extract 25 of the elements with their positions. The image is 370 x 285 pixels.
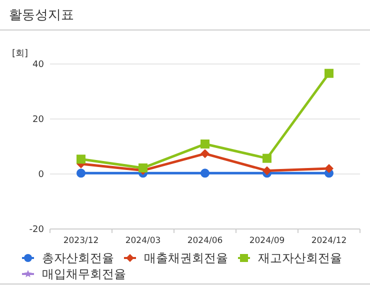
point xyxy=(200,149,210,158)
legend-label: 매출채권회전율 xyxy=(144,251,228,265)
y-tick-label: 20 xyxy=(32,115,44,125)
point xyxy=(200,168,210,178)
x-tick-label: 2024/06 xyxy=(187,236,223,246)
point xyxy=(324,68,334,78)
legend-label: 총자산회전율 xyxy=(42,251,114,265)
legend-label: 재고자산회전율 xyxy=(258,251,342,265)
legend-label: 매입채무회전율 xyxy=(42,267,126,281)
point xyxy=(200,140,210,149)
y-axis-title: [회] xyxy=(12,49,28,59)
x-tick-label: 2024/09 xyxy=(249,236,285,246)
x-tick-label: 2024/03 xyxy=(125,236,161,246)
point xyxy=(324,164,334,173)
point xyxy=(262,154,272,163)
point xyxy=(76,154,86,164)
x-tick-label: 2024/12 xyxy=(311,236,347,246)
y-tick-label: 40 xyxy=(32,60,44,70)
y-tick-label: -20 xyxy=(29,225,44,235)
point xyxy=(76,168,86,178)
point xyxy=(262,166,272,176)
chart-title: 활동성지표 xyxy=(9,8,74,23)
x-tick-label: 2023/12 xyxy=(63,236,99,246)
point xyxy=(138,163,148,172)
y-tick-label: 0 xyxy=(38,170,44,180)
